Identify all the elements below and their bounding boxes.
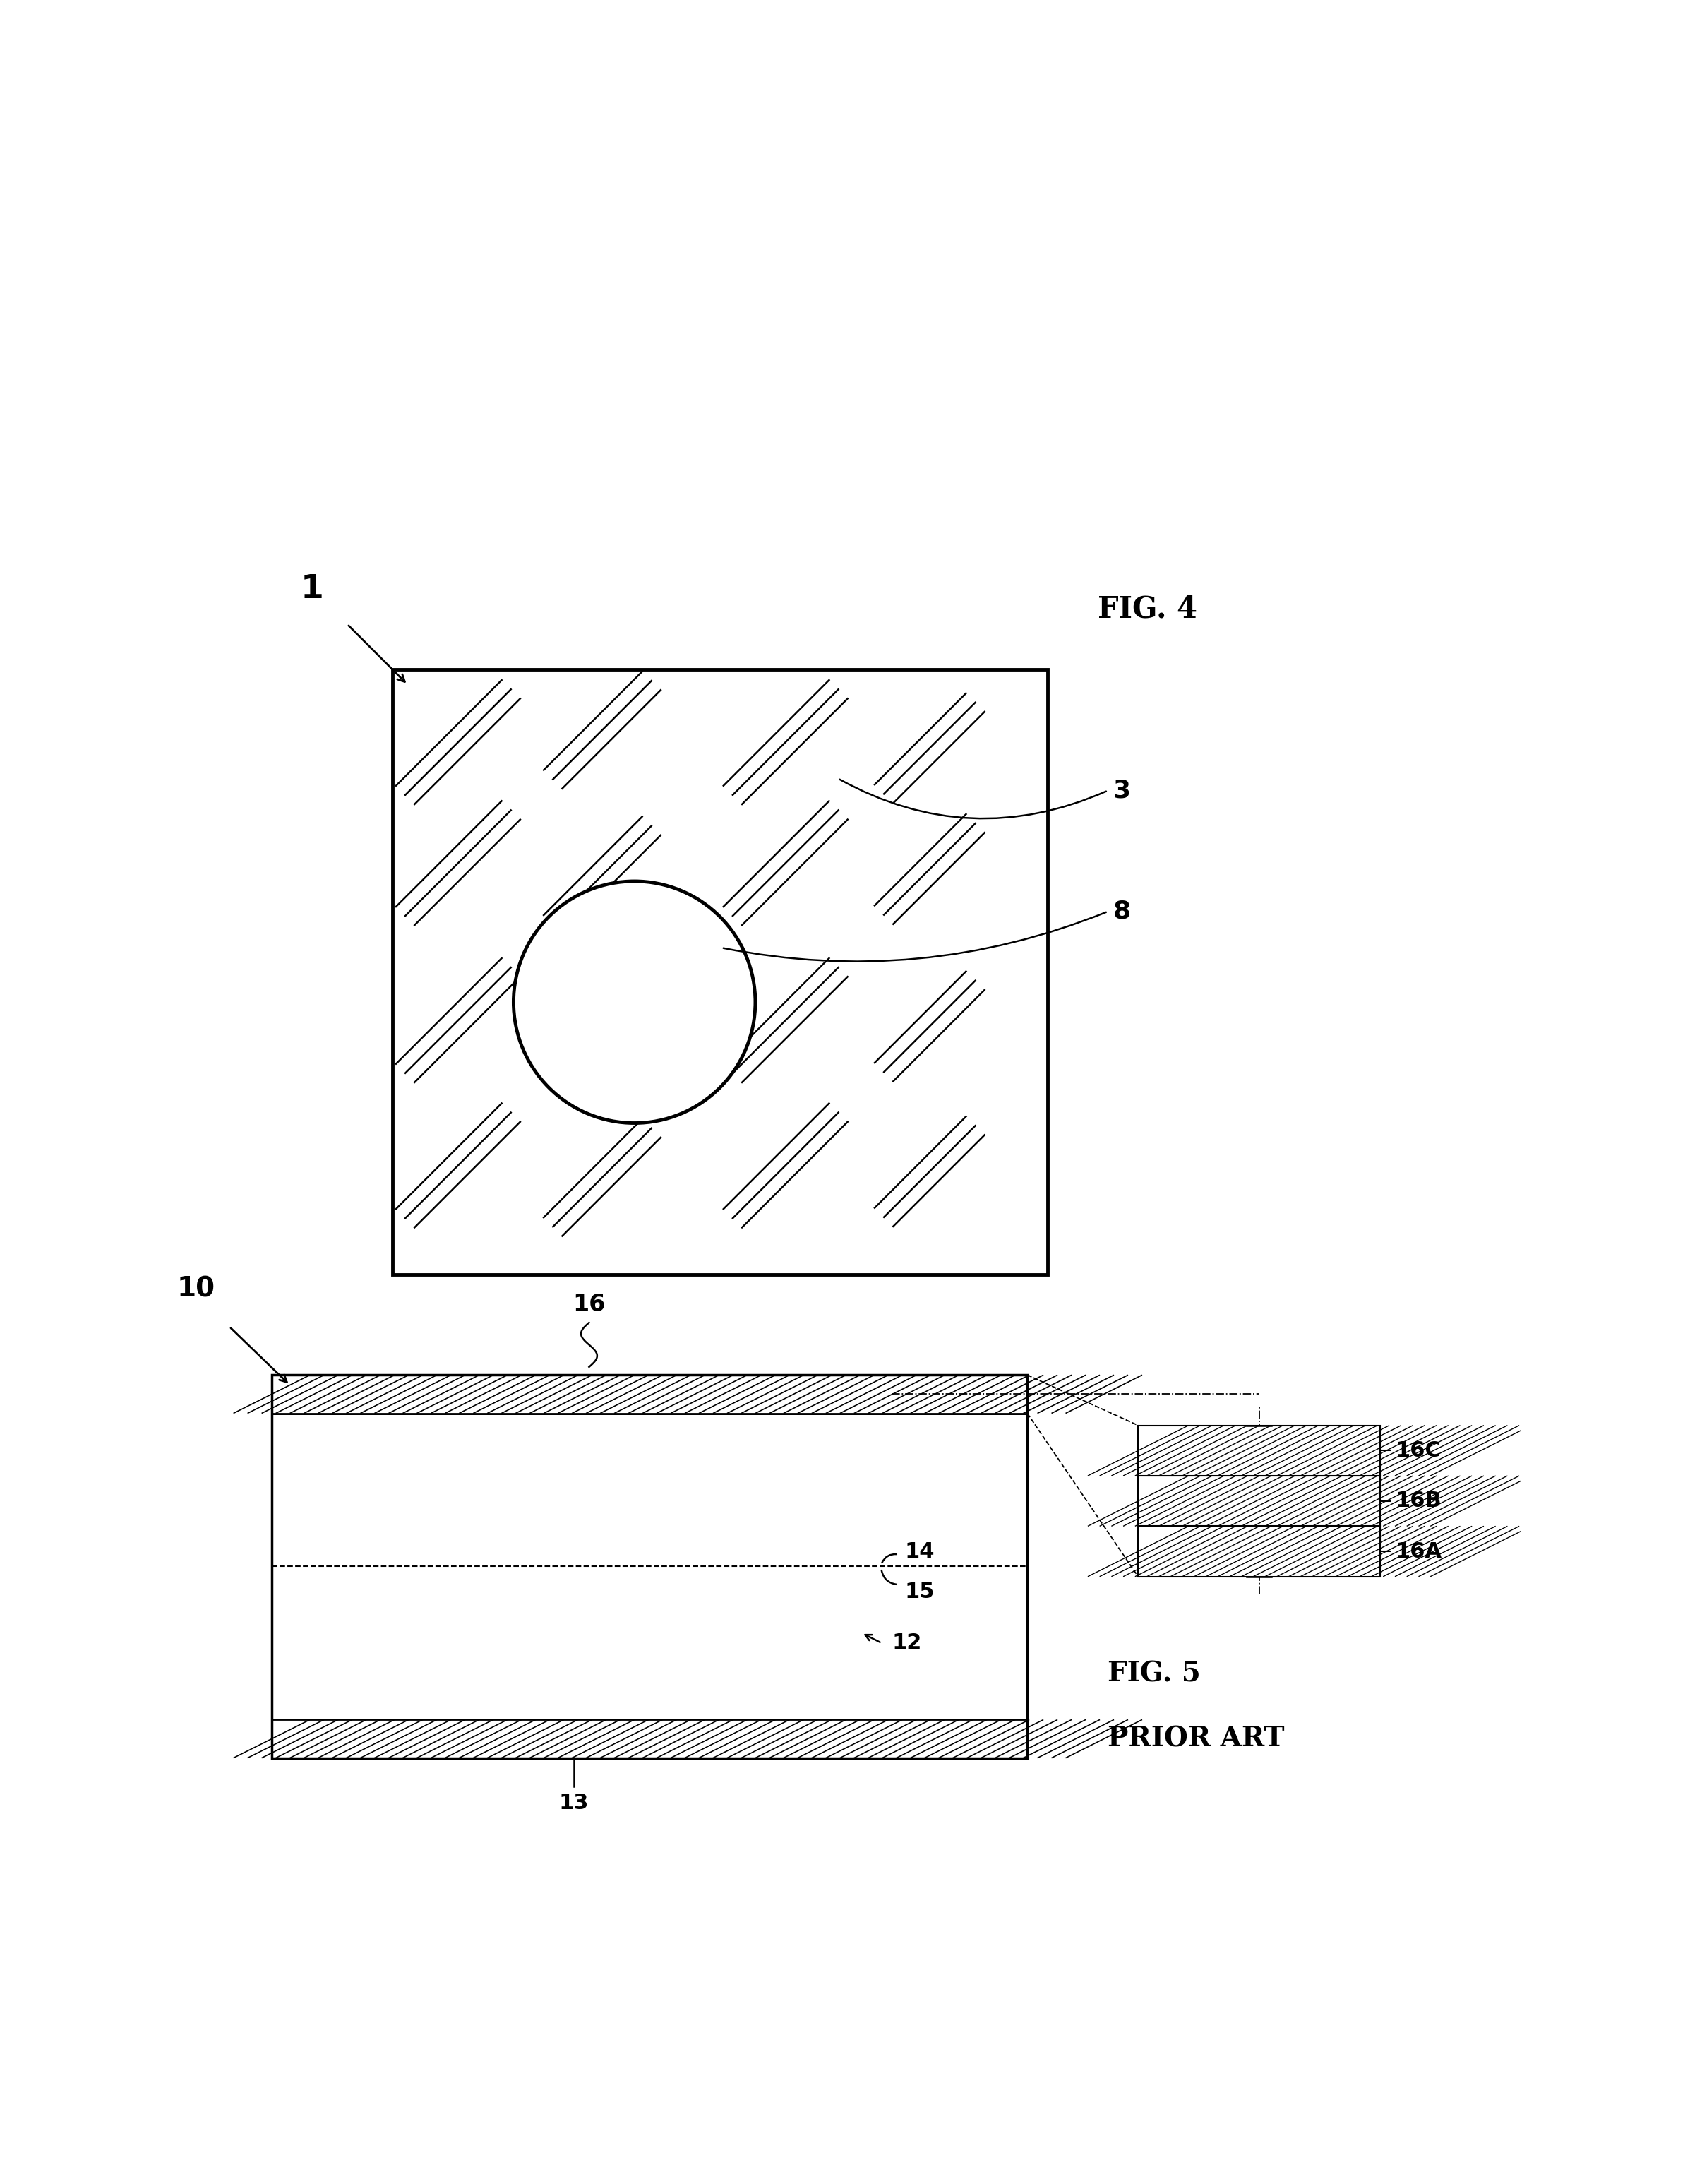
Bar [272,1376,1028,1413]
Bar [1137,1426,1381,1476]
Bar [1137,1476,1381,1527]
Text: 16C: 16C [1394,1441,1442,1461]
Text: 16: 16 [573,1293,605,1317]
Text: 3: 3 [1114,778,1131,802]
Bar [272,1719,1028,1758]
Bar [392,670,1048,1273]
Bar [1137,1527,1381,1577]
Text: 14: 14 [904,1542,935,1562]
Text: FIG. 4: FIG. 4 [1099,594,1198,625]
Text: 13: 13 [559,1793,588,1813]
Bar [272,1413,1028,1719]
Circle shape [514,880,755,1123]
Text: 16A: 16A [1394,1542,1442,1562]
Text: 8: 8 [1114,900,1131,924]
Text: 10: 10 [177,1275,215,1304]
Text: FIG. 5: FIG. 5 [1109,1660,1202,1686]
Text: PRIOR ART: PRIOR ART [1109,1725,1284,1752]
Text: 15: 15 [904,1581,935,1601]
Text: 12: 12 [892,1634,921,1653]
Text: 1: 1 [301,572,323,605]
Bar [272,1376,1028,1758]
Text: 16B: 16B [1394,1492,1442,1511]
